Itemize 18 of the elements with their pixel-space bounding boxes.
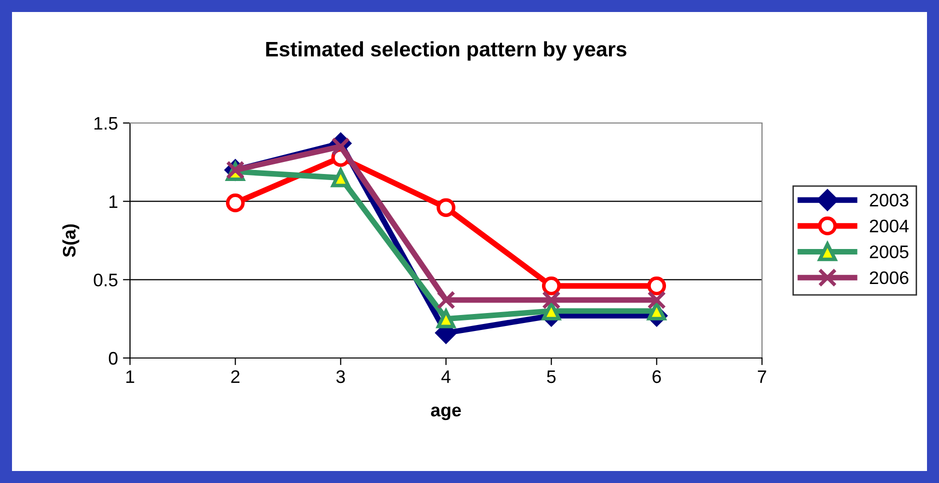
legend-label: 2006 [870, 271, 908, 284]
chart-title: Estimated selection pattern by years [266, 41, 626, 61]
legend-label: 2003 [870, 194, 908, 207]
x-tick-label: 4 [441, 370, 450, 383]
x-tick-label: 6 [652, 370, 661, 384]
legend-label: 2005 [870, 245, 908, 258]
x-tick-label: 1 [126, 370, 134, 383]
x-tick-label: 3 [336, 370, 345, 384]
y-tick-label: 0.5 [94, 274, 118, 286]
y-tick-label: 1.5 [94, 117, 118, 130]
x-tick-label: 5 [547, 370, 556, 384]
legend-label: 2004 [870, 220, 909, 232]
x-tick-label: 2 [231, 370, 240, 383]
y-tick-label: 0 [108, 352, 118, 365]
x-tick-label: 7 [758, 370, 766, 383]
y-axis-title: S(a) [62, 224, 80, 258]
y-tick-label: 1 [110, 195, 118, 208]
x-axis-title: age [430, 406, 461, 420]
